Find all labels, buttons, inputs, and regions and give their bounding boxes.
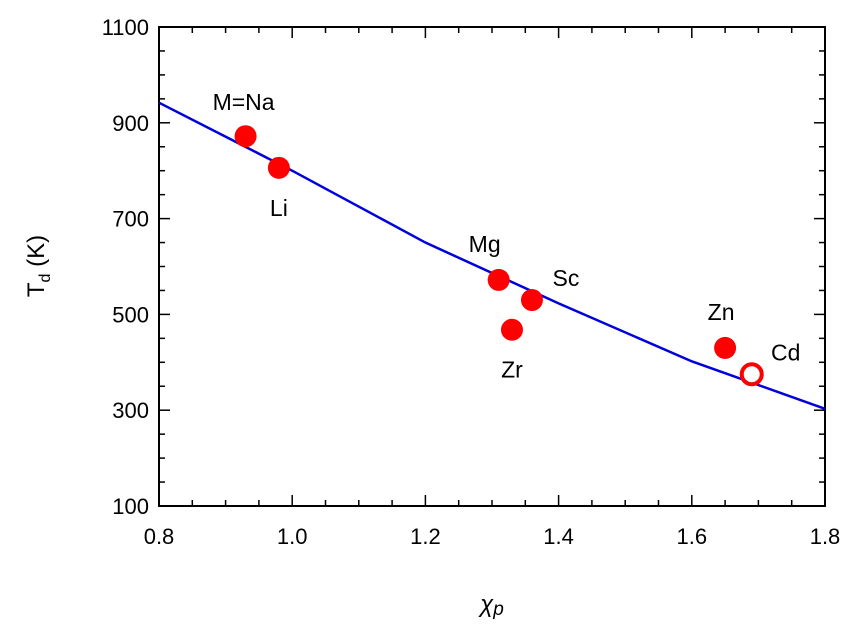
point-label-cd: Cd	[771, 339, 800, 365]
x-tick-label: 0.8	[144, 524, 175, 549]
point-label-mg: Mg	[469, 231, 501, 257]
x-axis-title-sub: p	[492, 599, 504, 620]
x-axis-title-text: χ	[478, 591, 494, 618]
y-tick-labels: 100 300 500 700 900 1100	[102, 15, 149, 519]
x-tick-label: 1.8	[810, 524, 841, 549]
data-point-mg	[487, 268, 510, 291]
y-tick-label: 500	[112, 302, 149, 327]
data-point-zn	[714, 336, 737, 359]
y-tick-label: 900	[112, 111, 149, 136]
y-axis-title-sub: d	[37, 274, 54, 283]
x-tick-label: 1.2	[410, 524, 441, 549]
y-axis-title: Td (K)	[23, 235, 54, 297]
data-point-cd	[739, 362, 764, 387]
y-axis-title-main: T	[23, 282, 50, 297]
x-tick-labels: 0.8 1.0 1.2 1.4 1.6 1.8	[144, 524, 841, 549]
point-labels: M=Na Li Mg Sc Zr Zn Cd	[213, 89, 801, 383]
data-point-m-na	[234, 125, 257, 148]
point-label-sc: Sc	[553, 265, 580, 291]
point-label-zn: Zn	[708, 299, 735, 325]
data-points	[234, 125, 764, 387]
point-label-zr: Zr	[501, 357, 523, 383]
x-tick-label: 1.4	[543, 524, 574, 549]
data-point-zr	[500, 318, 523, 341]
data-point-sc	[520, 289, 543, 312]
x-tick-label: 1.6	[677, 524, 708, 549]
y-axis-title-unit: (K)	[23, 235, 50, 274]
point-label-m-na: M=Na	[213, 89, 275, 115]
axis-ticks	[158, 26, 826, 507]
y-tick-label: 300	[112, 398, 149, 423]
point-label-li: Li	[270, 195, 288, 221]
y-tick-label: 100	[112, 494, 149, 519]
x-tick-label: 1.0	[277, 524, 308, 549]
y-tick-label: 700	[112, 207, 149, 232]
x-axis-title: χp	[478, 591, 504, 620]
y-tick-label: 1100	[102, 15, 149, 40]
data-point-li	[267, 156, 290, 179]
